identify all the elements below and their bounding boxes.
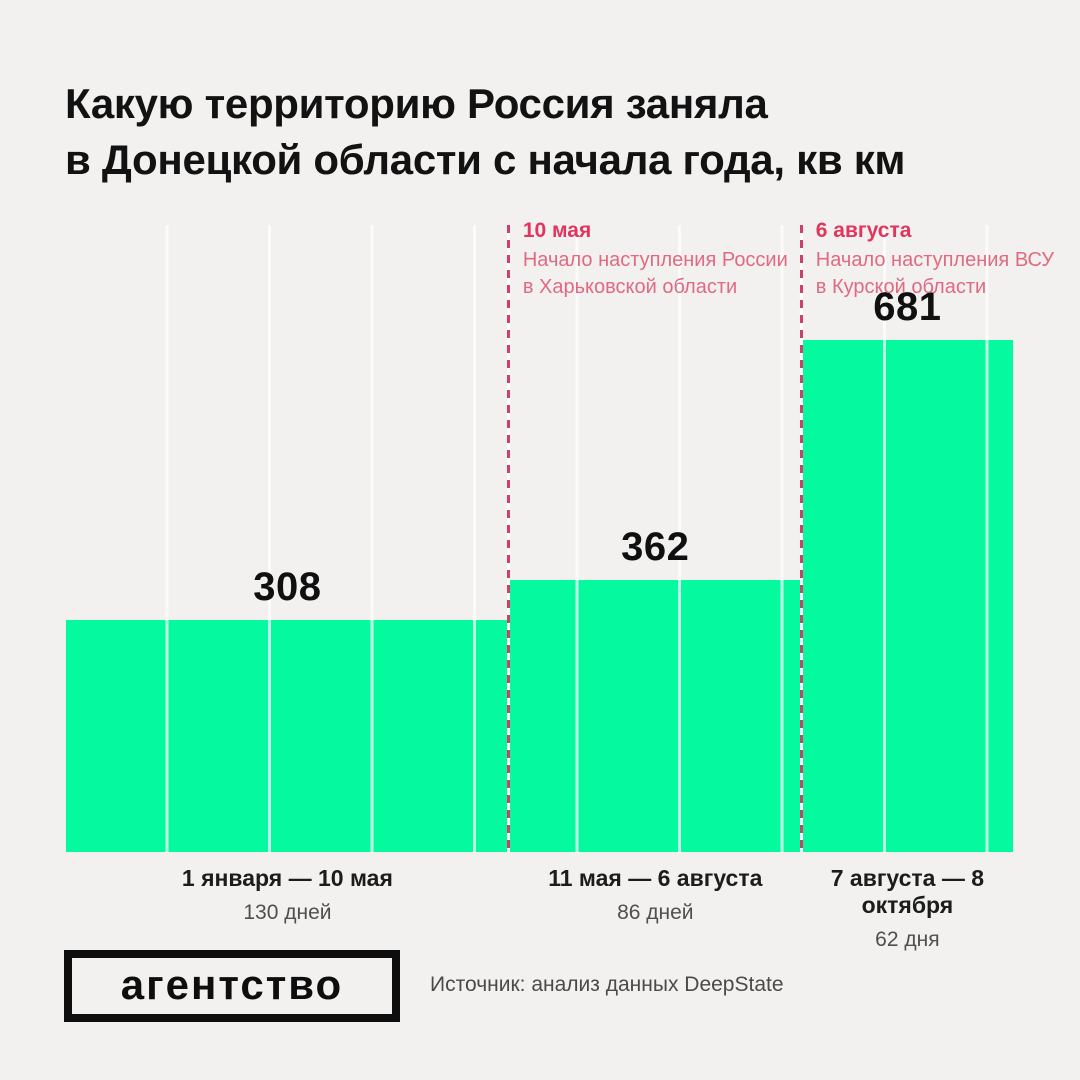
event-annotation-text-1-1: Начало наступления России	[522, 249, 788, 271]
x-axis-period-3: 7 августа — 8 октября	[830, 865, 985, 918]
event-annotation-2: 6 августа Начало наступления ВСУ в Курской…	[816, 219, 1054, 301]
x-axis-label-2: 11 мая — 6 августа 86 дней	[509, 865, 802, 925]
bar-value-label-2: 362	[621, 524, 690, 569]
agentstvo-logo-text: агентство	[120, 960, 344, 1008]
bar-segment-3	[801, 340, 1013, 852]
bar-segment-2	[508, 579, 802, 852]
agentstvo-logo: агентство	[64, 950, 400, 1022]
bar-segment-1	[66, 620, 509, 852]
event-annotation-date-2: 6 августа	[815, 219, 912, 242]
bar-value-label-1: 308	[253, 565, 322, 610]
page-title: Какую территорию Россия заняла в Донецко…	[65, 76, 906, 188]
x-axis-label-3: 7 августа — 8 октября 62 дня	[802, 865, 1013, 952]
x-axis-label-1: 1 января — 10 мая 130 дней	[66, 865, 509, 925]
x-axis-duration-1: 130 дней	[243, 901, 332, 924]
x-axis-duration-3: 62 дня	[875, 928, 940, 951]
bar-chart: 308 1 января — 10 мая 130 дней 362 11 мая — …	[66, 219, 1054, 951]
event-annotation-text-1-2: в Харьковской области	[522, 276, 738, 298]
page-title-line2: в Донецкой области с начала года, кв км	[65, 136, 906, 183]
event-annotation-1: 10 мая Начало наступления России в Харьков…	[523, 219, 788, 301]
event-annotation-text-2-1: Начало наступления ВСУ	[815, 249, 1054, 271]
x-axis-period-1: 1 января — 10 мая	[181, 865, 393, 891]
event-annotation-date-1: 10 мая	[522, 219, 592, 242]
source-credit: Источник: анализ данных DeepState	[430, 973, 784, 996]
x-axis-period-2: 11 мая — 6 августа	[548, 865, 763, 891]
event-annotation-text-2-2: в Курской области	[815, 276, 987, 298]
x-axis-duration-2: 86 дней	[617, 901, 694, 924]
page-title-line1: Какую территорию Россия заняла	[65, 80, 768, 127]
